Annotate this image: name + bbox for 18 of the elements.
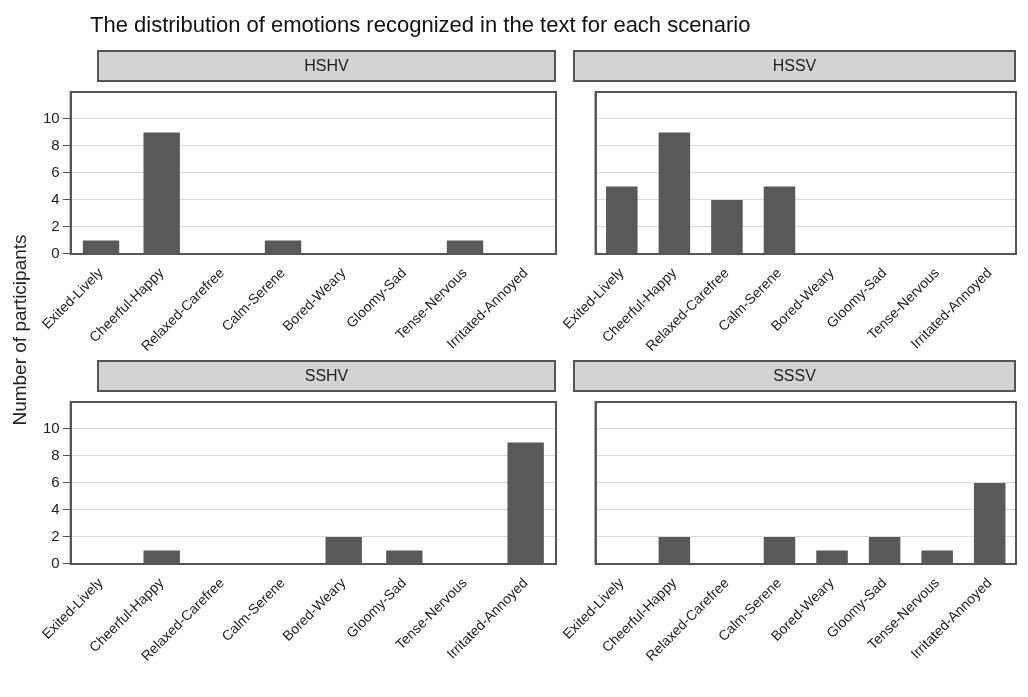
chart-title: HSHV (97, 50, 556, 82)
chart-title: SSSV (573, 360, 1016, 392)
y-tick-label: 4 (51, 500, 60, 518)
y-tick-label: 2 (51, 527, 60, 545)
y-tick-label: 10 (43, 419, 60, 437)
y-tick-label: 8 (51, 136, 60, 154)
chart-title: HSSV (573, 50, 1016, 82)
y-tick-label: 0 (51, 554, 60, 572)
y-tick-label: 0 (51, 244, 60, 262)
y-tick-label: 4 (51, 190, 60, 208)
y-tick-label: 8 (51, 446, 60, 464)
y-tick-label: 6 (51, 473, 60, 491)
y-tick-label: 10 (43, 109, 60, 127)
chart-title: SSHV (97, 360, 556, 392)
y-tick-label: 2 (51, 217, 60, 235)
y-axis-title: Number of participants (9, 234, 31, 426)
text: The distribution of emotions recognized in the text for each scenario (90, 12, 751, 38)
y-tick-label: 6 (51, 163, 60, 181)
